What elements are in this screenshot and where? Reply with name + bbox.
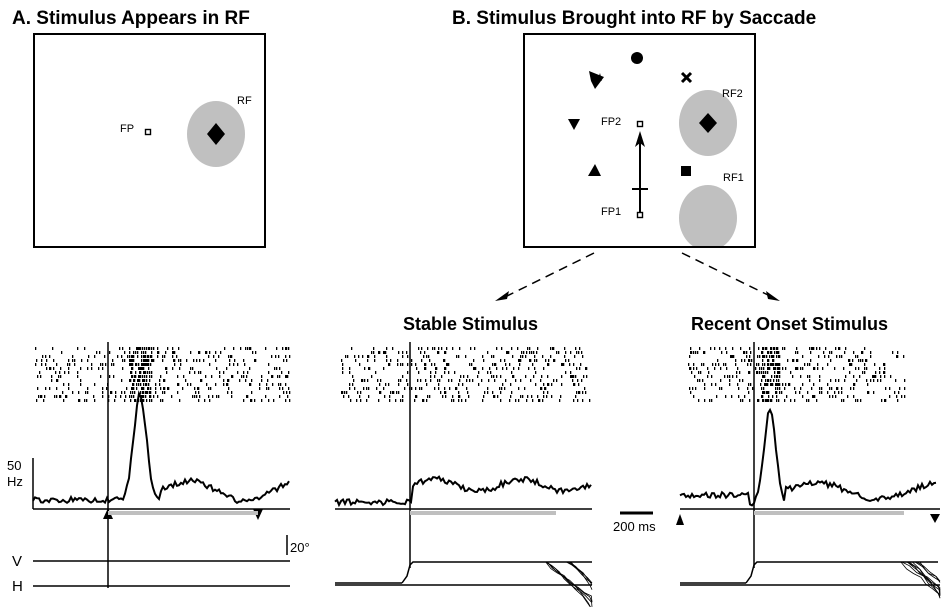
stable-stimulus-title: Stable Stimulus [403, 314, 539, 334]
vertical-trace [745, 561, 938, 584]
eye-trace-bundle [900, 561, 941, 599]
square-stimulus-icon [681, 166, 691, 176]
event-marker-triangle-icon [930, 514, 940, 523]
event-marker-triangle-icon [676, 514, 684, 525]
rate-scale-unit: Hz [7, 474, 23, 489]
spike-raster [688, 347, 906, 402]
position-scale-label: 20° [290, 540, 310, 555]
panel-a-display [33, 33, 266, 248]
stimulus-bar [754, 511, 904, 515]
firing-rate-curve [679, 407, 937, 507]
rf1-label: RF1 [723, 172, 744, 184]
vertical-trace [401, 561, 592, 584]
stimulus-bar [108, 511, 258, 515]
panel-a-recording [32, 342, 291, 588]
panel-b-scene [568, 52, 737, 246]
diamond-stimulus-icon [207, 123, 225, 145]
spike-raster [35, 347, 291, 402]
rf-label: RF [237, 95, 252, 107]
dashed-arrow-left-head [495, 291, 509, 301]
arrowhead [635, 131, 645, 147]
fixation-point-icon [144, 128, 152, 136]
panel-a-title: A. Stimulus Appears in RF [12, 8, 250, 29]
dashed-arrow-right [681, 252, 771, 297]
dashed-arrow-left [504, 252, 595, 298]
x-stimulus-icon [680, 71, 693, 84]
vertical-eye-label: V [12, 553, 23, 570]
fp-label: FP [120, 123, 135, 135]
firing-rate-curve [32, 390, 290, 505]
firing-rate-curve [334, 475, 592, 508]
panel-b-display [523, 33, 756, 248]
diamond-stimulus-icon [699, 113, 717, 133]
triangle-up-stimulus-icon [588, 164, 601, 176]
eye-trace-bundle [545, 561, 593, 607]
stable-stimulus-recording [334, 342, 593, 607]
spike-raster [341, 347, 591, 402]
star-stimulus-icon [589, 71, 604, 89]
rf1-ellipse [679, 185, 737, 246]
fp2-label: FP2 [601, 116, 622, 128]
fp2-point-icon [636, 120, 644, 128]
triangle-down-stimulus-icon [568, 119, 580, 130]
fp1-point-icon [636, 211, 644, 219]
panel-a-scene [144, 101, 245, 167]
rate-scale-value: 50 [7, 458, 22, 473]
dashed-arrow-right-head [766, 291, 780, 301]
recent-onset-title: Recent Onset Stimulus [691, 314, 889, 334]
stimulus-bar [410, 511, 556, 515]
recent-onset-recording [620, 342, 941, 599]
rf2-label: RF2 [722, 88, 743, 100]
horizontal-eye-label: H [12, 578, 23, 595]
fp1-label: FP1 [601, 206, 622, 218]
panel-b-title: B. Stimulus Brought into RF by Saccade [452, 8, 817, 29]
saccade-arrow-icon [632, 135, 648, 213]
circle-stimulus-icon [631, 52, 643, 64]
time-scale-label: 200 ms [613, 519, 656, 534]
